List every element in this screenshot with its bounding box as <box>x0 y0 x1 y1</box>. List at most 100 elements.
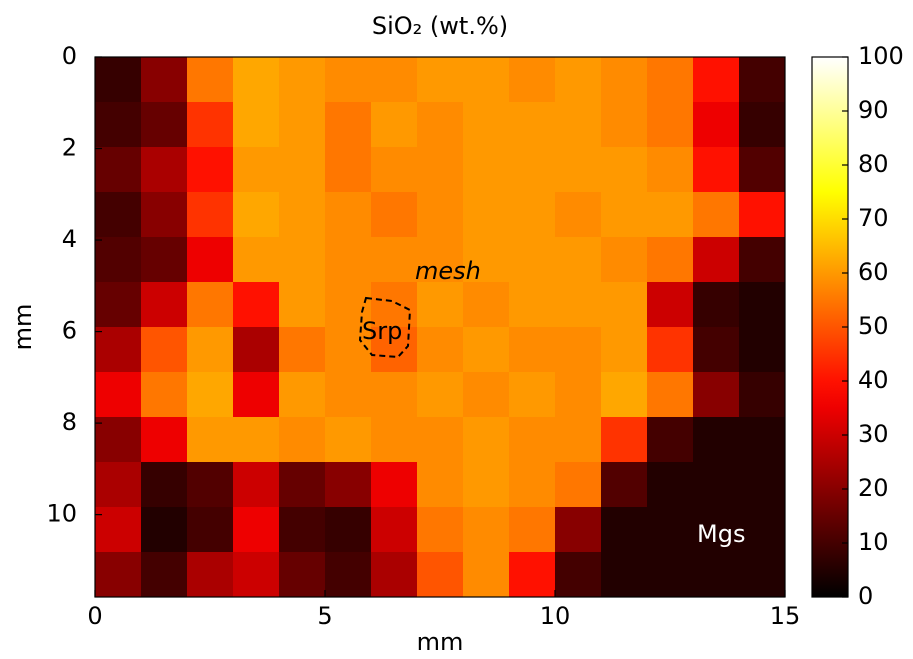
heatmap-cell <box>279 102 326 148</box>
heatmap-cell <box>693 372 740 418</box>
heatmap-cell <box>187 462 234 508</box>
heatmap-cell <box>325 147 372 193</box>
heatmap-cell <box>417 507 464 553</box>
heatmap-cell <box>279 147 326 193</box>
heatmap-cell <box>187 282 234 328</box>
heatmap-cell <box>509 57 556 103</box>
heatmap-cell <box>647 507 694 553</box>
x-tick-label: 15 <box>770 602 801 630</box>
heatmap <box>95 57 786 598</box>
colorbar-tick-label: 50 <box>858 312 889 340</box>
heatmap-cell <box>601 372 648 418</box>
heatmap-cell <box>95 147 142 193</box>
heatmap-cell <box>95 102 142 148</box>
heatmap-cell <box>739 282 786 328</box>
y-tick-label: 0 <box>62 42 77 70</box>
heatmap-cell <box>739 372 786 418</box>
heatmap-cell <box>601 147 648 193</box>
y-axis-label: mm <box>9 304 37 351</box>
heatmap-cell <box>693 237 740 283</box>
heatmap-cell <box>417 462 464 508</box>
heatmap-cell <box>325 507 372 553</box>
heatmap-cell <box>463 102 510 148</box>
heatmap-cell <box>601 327 648 373</box>
heatmap-cell <box>739 507 786 553</box>
annotation: Mgs <box>697 520 745 548</box>
x-tick-label: 5 <box>317 602 332 630</box>
heatmap-cell <box>371 192 418 238</box>
heatmap-cell <box>187 327 234 373</box>
colorbar-tick-label: 90 <box>858 96 889 124</box>
annotation: Srp <box>362 317 402 345</box>
heatmap-cell <box>693 552 740 598</box>
heatmap-cell <box>187 552 234 598</box>
heatmap-cell <box>509 507 556 553</box>
heatmap-cell <box>233 147 280 193</box>
heatmap-cell <box>555 102 602 148</box>
heatmap-cell <box>417 552 464 598</box>
heatmap-cell <box>647 552 694 598</box>
heatmap-cell <box>463 552 510 598</box>
heatmap-cell <box>371 147 418 193</box>
heatmap-cell <box>325 102 372 148</box>
heatmap-cell <box>325 237 372 283</box>
heatmap-cell <box>187 147 234 193</box>
heatmap-cell <box>463 237 510 283</box>
y-tick-label: 10 <box>46 500 77 528</box>
heatmap-cell <box>371 552 418 598</box>
heatmap-cell <box>141 327 188 373</box>
heatmap-cell <box>279 327 326 373</box>
heatmap-cell <box>601 507 648 553</box>
heatmap-cell <box>371 102 418 148</box>
heatmap-cell <box>325 192 372 238</box>
heatmap-cell <box>95 327 142 373</box>
colorbar-tick-label: 100 <box>858 42 904 70</box>
heatmap-cell <box>417 282 464 328</box>
heatmap-cell <box>739 417 786 463</box>
heatmap-cell <box>555 417 602 463</box>
heatmap-cell <box>555 57 602 103</box>
heatmap-cell <box>509 282 556 328</box>
heatmap-cell <box>95 507 142 553</box>
heatmap-cell <box>555 507 602 553</box>
y-tick-label: 8 <box>62 408 77 436</box>
heatmap-cell <box>555 147 602 193</box>
heatmap-cell <box>509 552 556 598</box>
x-tick-label: 0 <box>87 602 102 630</box>
heatmap-cell <box>141 192 188 238</box>
heatmap-cell <box>693 192 740 238</box>
heatmap-cell <box>233 462 280 508</box>
heatmap-cell <box>739 462 786 508</box>
heatmap-cell <box>233 507 280 553</box>
heatmap-cell <box>187 507 234 553</box>
heatmap-cell <box>463 147 510 193</box>
heatmap-cell <box>509 327 556 373</box>
heatmap-cell <box>233 57 280 103</box>
heatmap-cell <box>601 552 648 598</box>
heatmap-cell <box>371 462 418 508</box>
heatmap-cell <box>141 237 188 283</box>
plot-frame <box>94 56 786 598</box>
heatmap-cell <box>187 417 234 463</box>
heatmap-cell <box>95 237 142 283</box>
heatmap-cell <box>693 507 740 553</box>
heatmap-cell <box>509 237 556 283</box>
heatmap-cell <box>555 237 602 283</box>
heatmap-cell <box>555 552 602 598</box>
heatmap-cell <box>279 282 326 328</box>
heatmap-cell <box>647 102 694 148</box>
heatmap-cell <box>693 282 740 328</box>
heatmap-cell <box>325 282 372 328</box>
heatmap-cell <box>463 507 510 553</box>
heatmap-cell <box>417 327 464 373</box>
heatmap-cell <box>555 462 602 508</box>
y-tick-label: 6 <box>62 317 77 345</box>
heatmap-cell <box>693 102 740 148</box>
y-tick-label: 4 <box>62 225 77 253</box>
heatmap-cell <box>463 57 510 103</box>
heatmap-cell <box>509 192 556 238</box>
heatmap-cell <box>141 462 188 508</box>
outline <box>358 296 412 359</box>
x-axis-label: mm <box>417 628 464 656</box>
heatmap-cell <box>509 102 556 148</box>
